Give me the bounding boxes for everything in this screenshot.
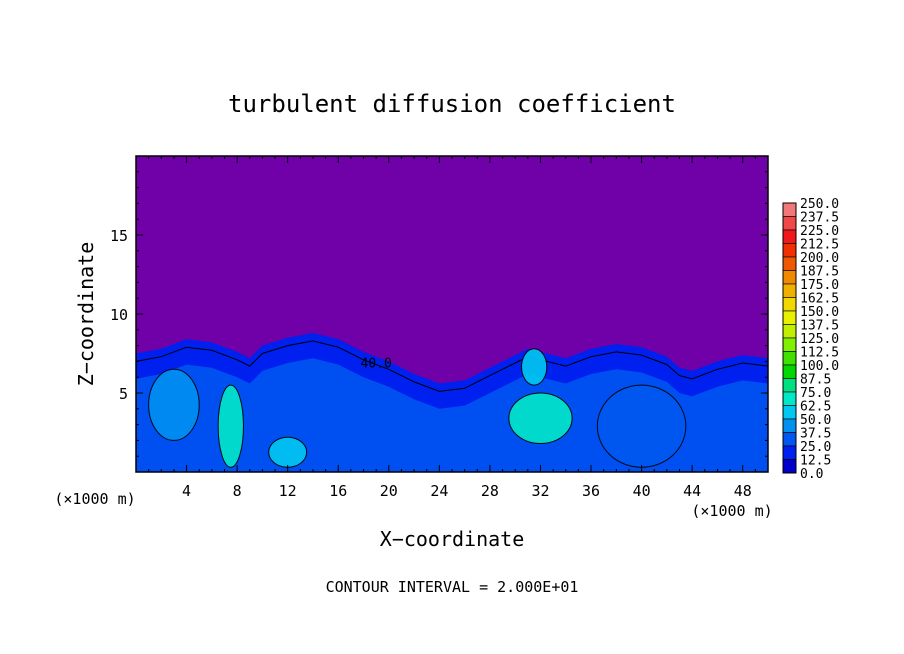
- colorbar-label: 225.0: [800, 224, 839, 239]
- colorbar-swatch: [782, 391, 797, 406]
- x-tick-label: 4: [182, 482, 191, 500]
- high-diffusion-region-3: [508, 392, 573, 445]
- colorbar-swatch: [782, 283, 797, 298]
- colorbar-swatch: [782, 364, 797, 379]
- x-tick-label: 20: [380, 482, 398, 500]
- colorbar-label: 250.0: [800, 197, 839, 212]
- x-unit-left: (×1000 m): [54, 490, 135, 508]
- colorbar-frame: [782, 202, 797, 474]
- colorbar-label: 212.5: [800, 238, 839, 253]
- x-tick-label: 40: [633, 482, 651, 500]
- contour-interval-label: CONTOUR INTERVAL = 2.000E+01: [326, 578, 579, 596]
- chart-title: turbulent diffusion coefficient: [228, 90, 676, 118]
- high-diffusion-region-5: [148, 368, 200, 441]
- colorbar-label: 87.5: [800, 373, 831, 388]
- colorbar-label: 75.0: [800, 386, 831, 401]
- colorbar-swatch: [782, 405, 797, 420]
- colorbar-label: 137.5: [800, 319, 839, 334]
- colorbar-label: 0.0: [800, 467, 823, 482]
- x-tick-label: 44: [683, 482, 701, 500]
- x-tick-label: 32: [531, 482, 549, 500]
- x-tick-label: 12: [279, 482, 297, 500]
- colorbar-label: 25.0: [800, 440, 831, 455]
- turbulence-field: 40.0: [136, 333, 768, 472]
- colorbar-swatch: [782, 297, 797, 312]
- x-tick-label: 24: [430, 482, 448, 500]
- contour-value-label: 40.0: [361, 357, 392, 372]
- colorbar-swatch: [782, 216, 797, 231]
- x-unit-right: (×1000 m): [691, 502, 772, 520]
- colorbar-label: 100.0: [800, 359, 839, 374]
- colorbar-label: 62.5: [800, 400, 831, 415]
- colorbar-swatch: [782, 243, 797, 258]
- x-tick-label: 16: [329, 482, 347, 500]
- colorbar-label: 150.0: [800, 305, 839, 320]
- colorbar-label: 50.0: [800, 413, 831, 428]
- x-tick-label: 28: [481, 482, 499, 500]
- colorbar-swatch: [782, 202, 797, 217]
- colorbar: 250.0237.5225.0212.5200.0187.5175.0162.5…: [782, 197, 839, 482]
- x-axis-ticks: 4 8 12 16 20 24 28 32 36 40 44 48: [148, 156, 756, 500]
- colorbar-swatch: [782, 351, 797, 366]
- colorbar-label: 175.0: [800, 278, 839, 293]
- colorbar-swatch: [782, 270, 797, 285]
- y-tick-label: 5: [119, 385, 128, 403]
- colorbar-label: 112.5: [800, 346, 839, 361]
- colorbar-swatch: [782, 378, 797, 393]
- colorbar-swatch: [782, 337, 797, 352]
- colorbar-label: 162.5: [800, 292, 839, 307]
- colorbar-label: 37.5: [800, 427, 831, 442]
- x-tick-label: 48: [734, 482, 752, 500]
- x-axis-label: X−coordinate: [380, 527, 525, 551]
- colorbar-swatch: [782, 324, 797, 339]
- colorbar-swatch: [782, 445, 797, 460]
- colorbar-swatch: [782, 459, 797, 474]
- colorbar-swatch: [782, 256, 797, 271]
- high-diffusion-region-4: [521, 348, 548, 386]
- high-diffusion-region-6: [596, 384, 687, 468]
- colorbar-label: 12.5: [800, 454, 831, 469]
- x-tick-label: 8: [233, 482, 242, 500]
- x-tick-label: 36: [582, 482, 600, 500]
- colorbar-label: 187.5: [800, 265, 839, 280]
- colorbar-label: 200.0: [800, 251, 839, 266]
- colorbar-swatch: [782, 418, 797, 433]
- contour-line: [136, 340, 768, 392]
- y-tick-label: 15: [110, 227, 128, 245]
- y-axis-ticks: 5 10 15: [110, 171, 768, 457]
- colorbar-label: 125.0: [800, 332, 839, 347]
- colorbar-swatch: [782, 432, 797, 447]
- y-axis-label: Z−coordinate: [74, 242, 98, 387]
- colorbar-label: 237.5: [800, 211, 839, 226]
- y-tick-label: 10: [110, 306, 128, 324]
- colorbar-swatch: [782, 229, 797, 244]
- colorbar-swatch: [782, 310, 797, 325]
- high-diffusion-region-2: [268, 436, 308, 468]
- high-diffusion-region-1: [217, 384, 244, 468]
